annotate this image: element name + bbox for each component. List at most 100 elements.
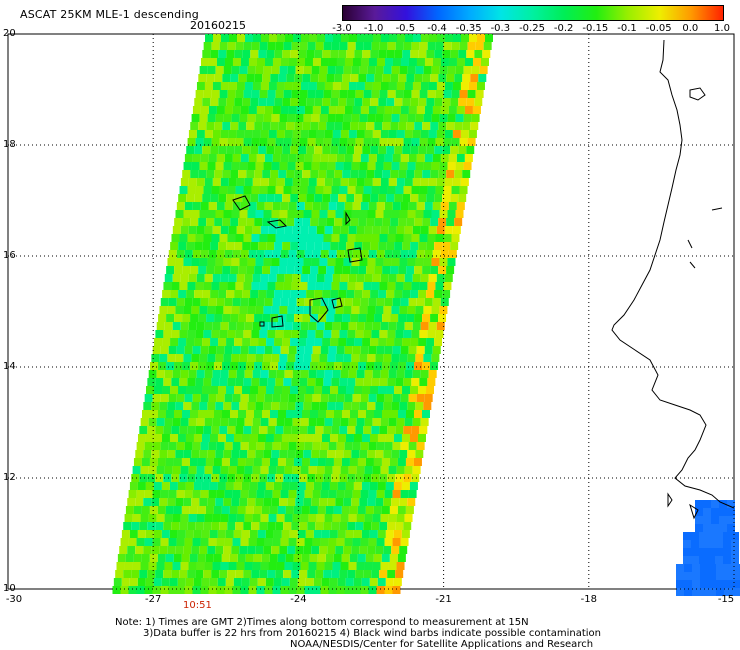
- swath-cell: [228, 82, 237, 90]
- swath-cell: [307, 282, 316, 290]
- swath-cell: [343, 354, 352, 362]
- swath-cell: [412, 178, 421, 186]
- swath-cell: [141, 458, 150, 466]
- swath-cell: [304, 538, 313, 546]
- swath-cell: [281, 530, 290, 538]
- swath-cell: [296, 154, 305, 162]
- swath-cell: [245, 410, 254, 418]
- swath-cell: [435, 138, 444, 146]
- swath-cell: [331, 138, 340, 146]
- swath-cell: [335, 498, 344, 506]
- swath-cell: [446, 170, 455, 178]
- swath-cell: [371, 90, 380, 98]
- swath-cell: [350, 218, 359, 226]
- swath-cell: [240, 394, 249, 402]
- swath-cell: [415, 114, 424, 122]
- swath-cell: [363, 90, 372, 98]
- swath-cell: [390, 314, 399, 322]
- swath-cell: [380, 466, 389, 474]
- swath-cell: [300, 274, 309, 282]
- swath-cell: [401, 434, 410, 442]
- coastal-cell: [699, 540, 707, 548]
- swath-cell: [160, 298, 169, 306]
- swath-cell: [403, 474, 412, 482]
- swath-cell: [450, 242, 459, 250]
- swath-cell: [243, 42, 252, 50]
- swath-cell: [422, 218, 431, 226]
- swath-cell: [432, 250, 441, 258]
- swath-cell: [396, 562, 405, 570]
- swath-cell: [452, 178, 461, 186]
- swath-cell: [290, 338, 299, 346]
- swath-cell: [169, 530, 178, 538]
- swath-cell: [367, 450, 376, 458]
- swath-cell: [360, 106, 369, 114]
- swath-cell: [437, 34, 445, 42]
- swath-cell: [464, 58, 473, 66]
- swath-cell: [373, 410, 382, 418]
- swath-cell: [280, 250, 289, 258]
- swath-cell: [416, 346, 425, 354]
- swath-cell: [367, 210, 376, 218]
- swath-cell: [194, 194, 203, 202]
- swath-cell: [160, 490, 169, 498]
- swath-cell: [236, 82, 245, 90]
- swath-cell: [277, 410, 286, 418]
- swath-cell: [222, 266, 231, 274]
- swath-cell: [254, 170, 263, 178]
- swath-cell: [394, 98, 403, 106]
- swath-cell: [328, 154, 337, 162]
- swath-cell: [303, 402, 312, 410]
- swath-cell: [376, 58, 385, 66]
- swath-cell: [202, 98, 211, 106]
- swath-cell: [158, 362, 167, 370]
- swath-cell: [271, 546, 280, 554]
- swath-cell: [235, 90, 244, 98]
- swath-cell: [383, 450, 392, 458]
- swath-cell: [232, 58, 241, 66]
- swath-cell: [339, 234, 348, 242]
- swath-cell: [175, 498, 184, 506]
- swath-cell: [218, 338, 227, 346]
- swath-cell: [272, 58, 281, 66]
- swath-cell: [288, 202, 297, 210]
- swath-cell: [403, 234, 412, 242]
- swath-cell: [389, 506, 398, 514]
- swath-cell: [364, 514, 373, 522]
- swath-cell: [137, 530, 146, 538]
- swath-cell: [170, 386, 179, 394]
- swath-cell: [195, 570, 204, 578]
- swath-cell: [245, 458, 254, 466]
- swath-cell: [431, 258, 440, 266]
- swath-cell: [304, 586, 313, 594]
- swath-cell: [415, 402, 424, 410]
- swath-cell: [388, 466, 397, 474]
- swath-cell: [381, 458, 390, 466]
- swath-cell: [407, 498, 416, 506]
- swath-cell: [388, 418, 397, 426]
- swath-cell: [318, 74, 327, 82]
- swath-cell: [193, 482, 202, 490]
- swath-cell: [238, 266, 247, 274]
- swath-cell: [384, 154, 393, 162]
- swath-cell: [332, 514, 341, 522]
- swath-cell: [243, 570, 252, 578]
- swath-cell: [463, 66, 472, 74]
- swath-cell: [412, 322, 421, 330]
- swath-cell: [203, 90, 212, 98]
- swath-cell: [375, 114, 384, 122]
- swath-cell: [155, 426, 164, 434]
- swath-cell: [164, 418, 173, 426]
- swath-cell: [316, 274, 325, 282]
- swath-cell: [346, 338, 355, 346]
- swath-cell: [206, 122, 215, 130]
- swath-cell: [407, 450, 416, 458]
- swath-cell: [348, 82, 357, 90]
- swath-cell: [321, 578, 330, 586]
- swath-cell: [313, 482, 322, 490]
- swath-cell: [311, 354, 320, 362]
- swath-cell: [216, 442, 225, 450]
- swath-cell: [180, 370, 189, 378]
- swath-cell: [148, 370, 157, 378]
- swath-cell: [239, 354, 248, 362]
